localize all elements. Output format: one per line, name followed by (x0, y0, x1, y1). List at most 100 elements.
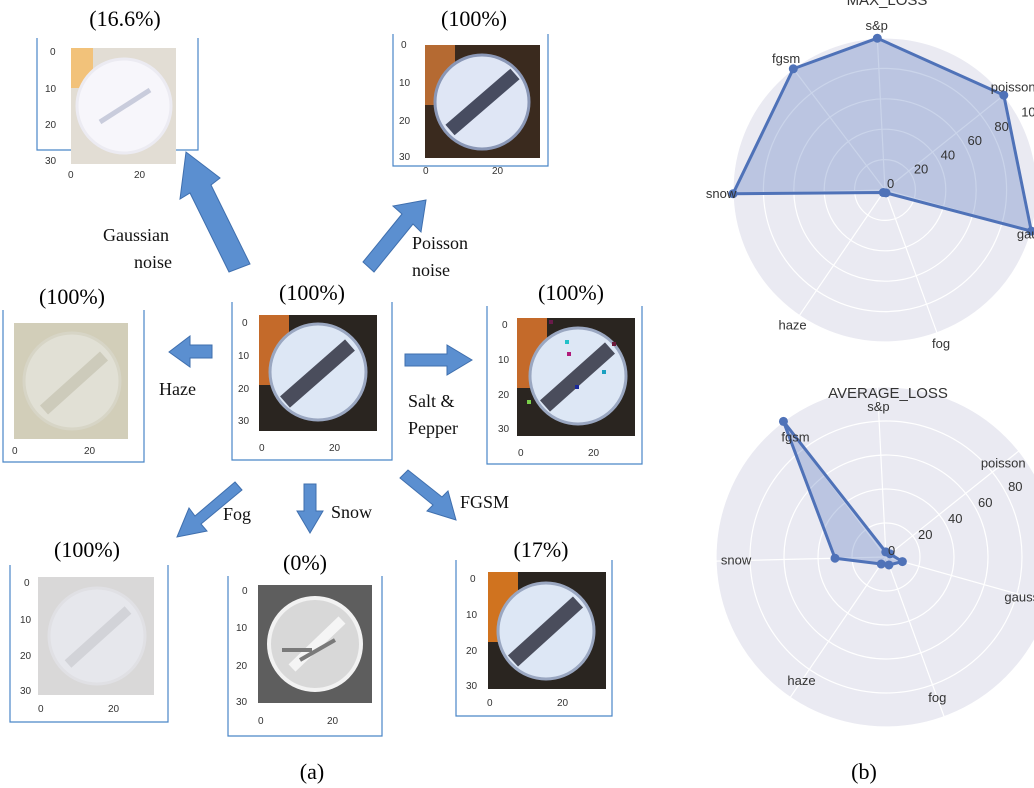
y-tick: 30 (20, 686, 32, 697)
y-tick: 0 (50, 47, 56, 58)
radar-spoke (876, 38, 886, 191)
gaussian-noise-thumbnail: (16.6%) 0 10 20 30 0 20 (36, 6, 199, 181)
radial-tick-label: 20 (918, 527, 932, 542)
category-label-s&p: s&p (865, 18, 887, 33)
y-tick: 20 (236, 661, 248, 672)
category-label-gaussian: gaussian (1017, 226, 1034, 241)
radar-point-fgsm (778, 416, 788, 426)
saltpepper-label: Pepper (408, 418, 458, 438)
radar-title: MAX_LOSS (847, 0, 928, 9)
radial-tick-label: 20 (914, 162, 928, 177)
category-label-fgsm: fgsm (772, 51, 800, 66)
x-tick: 0 (423, 166, 429, 177)
snow-label: Snow (331, 502, 372, 522)
haze-thumbnail: (100%) 0 20 (2, 284, 145, 463)
radial-tick-label: 80 (994, 119, 1008, 134)
fgsm-label: FGSM (460, 492, 509, 512)
y-tick: 20 (20, 651, 32, 662)
x-tick: 0 (258, 716, 264, 727)
y-tick: 10 (45, 84, 57, 95)
fgsm-accuracy: (17%) (514, 537, 569, 562)
y-tick: 0 (242, 318, 248, 329)
thumbnail-frame (455, 560, 613, 717)
radar-grid-ring (783, 454, 989, 660)
radar-grid-ring (823, 128, 947, 252)
y-tick: 0 (24, 578, 30, 589)
y-tick: 10 (236, 623, 248, 634)
y-tick: 10 (498, 355, 510, 366)
y-tick: 30 (466, 681, 478, 692)
radar-chart-max-loss: 0 20 40 60 80 100 s&p poisson gaussian fog haze sno… (706, 0, 1034, 351)
x-tick: 20 (327, 716, 339, 727)
thumbnail-frame (486, 306, 643, 465)
saltpepper-label: Salt & (408, 391, 455, 411)
y-tick: 0 (502, 320, 508, 331)
arrow-haze (168, 334, 213, 368)
radar-title: AVERAGE_LOSS (828, 385, 948, 402)
radar-spoke (885, 556, 945, 717)
y-tick: 20 (466, 646, 478, 657)
radar-spoke (798, 189, 886, 316)
radar-spoke (885, 450, 1020, 558)
y-tick: 30 (45, 156, 57, 167)
salt-pepper-thumbnail: (100%) 0 10 20 30 0 20 (486, 280, 643, 465)
original-thumbnail: (100%) 0 10 20 30 0 20 (231, 280, 393, 461)
arrow-fog (176, 481, 243, 538)
radar-spoke (876, 387, 887, 558)
radar-spoke (716, 556, 887, 562)
radar-point-s&p (872, 33, 882, 43)
gaussian-accuracy: (16.6%) (89, 6, 160, 31)
radar-point-snow (728, 189, 738, 199)
fog-label: Fog (223, 504, 251, 524)
x-tick: 0 (518, 448, 524, 459)
x-tick: 20 (588, 448, 600, 459)
y-tick: 20 (498, 390, 510, 401)
y-tick: 20 (238, 384, 250, 395)
x-tick: 0 (38, 704, 44, 715)
category-label-fgsm: fgsm (781, 429, 809, 444)
radar-grid-ring (715, 386, 1034, 728)
thumbnail-frame (231, 302, 393, 461)
arrow-gaussian (179, 151, 251, 273)
radial-tick-label: 0 (888, 543, 895, 558)
radial-tick-label: 60 (968, 133, 982, 148)
category-label-snow: snow (706, 186, 737, 201)
radar-point-poisson (999, 90, 1009, 100)
radial-tick-label: 60 (978, 495, 992, 510)
category-label-haze: haze (787, 673, 815, 688)
thumbnail-frame (9, 565, 169, 723)
y-tick: 10 (399, 78, 411, 89)
transformation-arrows (168, 151, 473, 538)
radar-spoke (789, 556, 887, 698)
radar-point-haze (876, 559, 886, 569)
x-tick: 0 (259, 443, 265, 454)
haze-label: Haze (159, 379, 196, 399)
radar-spoke (885, 556, 1034, 600)
y-tick: 0 (242, 586, 248, 597)
radar-spoke (884, 189, 938, 334)
arrow-snow (296, 483, 324, 534)
poisson-label: noise (412, 260, 450, 280)
category-label-poisson: poisson (991, 80, 1034, 95)
radar-grid-ring (853, 159, 916, 222)
thumbnail-frame (227, 576, 383, 737)
arrow-saltpepper (404, 344, 473, 376)
haze-accuracy: (100%) (39, 284, 105, 309)
category-label-gaussian: gaussian (1004, 590, 1034, 605)
x-tick: 0 (12, 446, 18, 457)
poisson-accuracy: (100%) (441, 6, 507, 31)
y-tick: 20 (399, 116, 411, 127)
y-tick: 30 (238, 416, 250, 427)
y-tick: 30 (399, 152, 411, 163)
radar-point-fgsm (788, 64, 798, 74)
radar-charts: 0 20 40 60 80 100 s&p poisson gaussian fog haze sno… (706, 0, 1034, 728)
fog-accuracy: (100%) (54, 537, 120, 562)
radar-spoke (792, 68, 886, 191)
snow-accuracy: (0%) (283, 550, 327, 575)
gaussian-label: noise (134, 252, 172, 272)
poisson-label: Poisson (412, 233, 468, 253)
radar-chart-average-loss: 0 20 40 60 80 s&p poisson gaussian fog haze snow fg… (715, 385, 1034, 728)
x-tick: 20 (329, 443, 341, 454)
radar-point-poisson (885, 549, 895, 559)
category-label-snow: snow (721, 553, 752, 568)
